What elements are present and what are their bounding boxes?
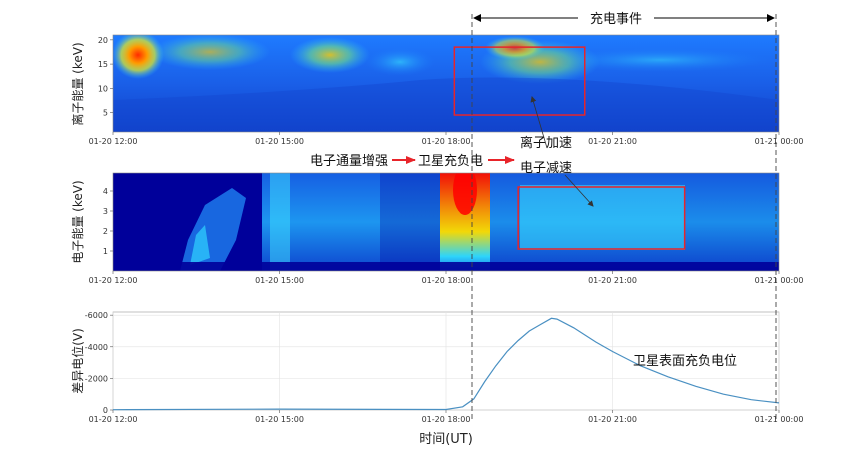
ion-warm-band-1 — [150, 35, 270, 70]
electron-flux-peak — [453, 173, 477, 215]
ion-hotspot-event — [485, 36, 545, 60]
y-tick-label: 3 — [103, 207, 108, 216]
x-tick-label: 01-20 18:00 — [422, 415, 471, 424]
y-tick-label: 4 — [103, 187, 108, 196]
x-tick-label: 01-20 18:00 — [422, 137, 471, 146]
x-tick-label: 01-20 15:00 — [255, 276, 304, 285]
x-tick-label: 01-20 12:00 — [89, 415, 138, 424]
electron-spectrogram-features — [113, 173, 779, 271]
x-tick-label: 01-20 21:00 — [588, 415, 637, 424]
x-tick-label: 01-20 12:00 — [89, 137, 138, 146]
y-tick-label: -2000 — [85, 374, 108, 383]
ion-spectrogram-panel: 5 10 15 20 01-20 12:00 01-20 15:00 01-20 18:0… — [70, 34, 804, 146]
potential-y-axis-label: 差异电位(V) — [70, 328, 85, 394]
ion-low-energy-band — [113, 77, 779, 132]
ion-y-axis-label: 离子能量 (keV) — [70, 42, 85, 125]
x-tick-label: 01-21 00:00 — [755, 276, 804, 285]
electron-decel-region — [520, 185, 685, 250]
electron-decel-pointer — [564, 174, 594, 207]
potential-x-ticks: 01-20 12:00 01-20 15:00 01-20 18:00 01-20 2… — [89, 410, 804, 424]
potential-annotation: 卫星表面充负电位 — [633, 353, 737, 369]
x-tick-label: 01-20 12:00 — [89, 276, 138, 285]
y-tick-label: -4000 — [85, 343, 108, 352]
electron-y-axis-label: 电子能量 (keV) — [71, 180, 85, 263]
ion-spectrogram-features — [113, 35, 779, 132]
ion-x-ticks: 01-20 12:00 01-20 15:00 01-20 18:00 01-20 2… — [89, 132, 804, 146]
ion-accel-pointer — [530, 96, 548, 149]
electron-y-ticks: 1 2 3 4 — [103, 187, 113, 256]
x-axis-label: 时间(UT) — [419, 432, 473, 447]
event-label: 充电事件 — [590, 11, 642, 27]
y-tick-label: 20 — [98, 36, 108, 45]
x-tick-label: 01-20 21:00 — [588, 137, 637, 146]
electron-low-energy-floor — [113, 262, 779, 271]
y-tick-label: -6000 — [85, 311, 108, 320]
ion-glow-2 — [550, 48, 770, 72]
ion-hotspot-early — [113, 35, 164, 79]
electron-highlight-box — [517, 186, 686, 250]
x-tick-label: 01-21 00:00 — [755, 415, 804, 424]
electron-decel-label: 电子减速 — [520, 161, 572, 176]
ion-glow-1 — [365, 48, 435, 76]
electron-band-2 — [380, 173, 440, 271]
chain-label-satellite-charging: 卫星充负电 — [418, 153, 483, 169]
y-tick-label: 5 — [103, 109, 108, 118]
y-tick-label: 0 — [103, 406, 108, 415]
chain-label-ion-accel: 离子加速 — [520, 135, 572, 151]
electron-feature-2 — [190, 225, 210, 265]
y-tick-label: 15 — [98, 60, 108, 69]
electron-x-ticks: 01-20 12:00 01-20 15:00 01-20 18:00 01-20 2… — [89, 271, 804, 285]
y-tick-label: 10 — [98, 84, 108, 93]
y-tick-label: 1 — [103, 247, 108, 256]
y-tick-label: 2 — [103, 227, 108, 236]
potential-y-ticks: -6000 -4000 -2000 0 — [85, 311, 113, 415]
x-tick-label: 01-20 15:00 — [255, 137, 304, 146]
x-tick-label: 01-20 21:00 — [588, 276, 637, 285]
x-tick-label: 01-21 00:00 — [755, 137, 804, 146]
potential-series-line — [112, 317, 780, 411]
x-tick-label: 01-20 18:00 — [422, 276, 471, 285]
ion-warm-band-2 — [290, 37, 370, 73]
chain-label-electron-flux: 电子通量增强 — [310, 154, 388, 169]
ion-highlight-box — [453, 46, 586, 116]
x-tick-label: 01-20 15:00 — [255, 415, 304, 424]
electron-streak-1 — [270, 173, 290, 271]
ion-y-ticks: 5 10 15 20 — [98, 36, 113, 118]
